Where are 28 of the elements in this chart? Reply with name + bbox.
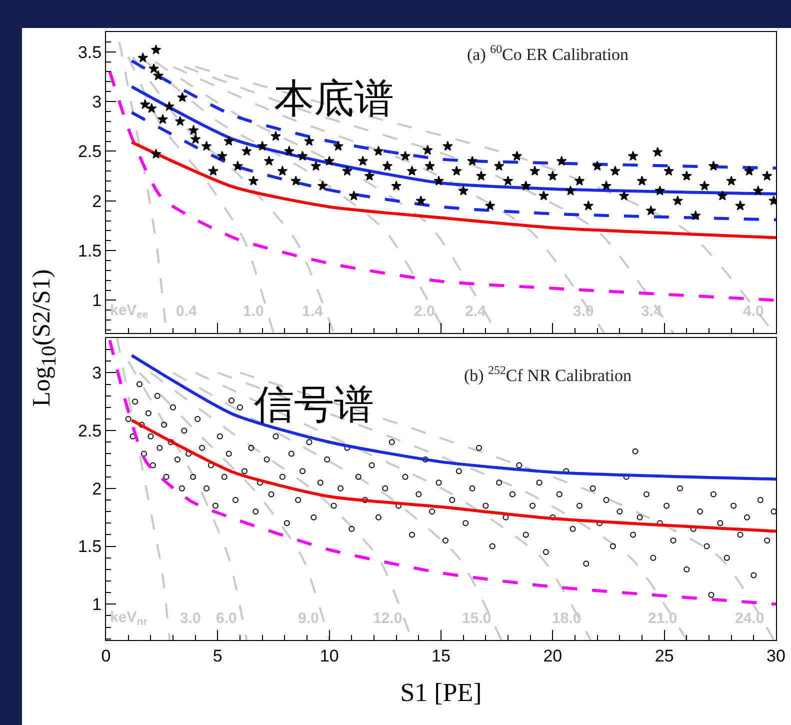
x-tick-label: 0 <box>101 646 111 666</box>
y-tick-label: 2.5 <box>78 142 102 162</box>
text: 本底谱 <box>274 76 394 122</box>
y-tick-label: 1.5 <box>78 537 102 556</box>
x-axis-title: S1 [PE] <box>400 678 482 708</box>
x-tick-label: 5 <box>212 646 222 666</box>
line-series <box>130 354 776 481</box>
line-series <box>108 70 776 302</box>
y-tick-label: 3 <box>92 364 102 383</box>
x-tick-label: 30 <box>766 646 786 666</box>
x-tick-label: 15 <box>432 646 450 666</box>
line-series <box>108 338 776 606</box>
y-tick-label: 1 <box>92 291 102 310</box>
line-series <box>130 140 776 240</box>
y-tick-label: 2.5 <box>78 422 102 441</box>
y-tick-label: 2 <box>92 192 102 211</box>
y-tick-label: 3.5 <box>78 42 102 62</box>
y-tick-label: 1 <box>92 595 102 614</box>
y-tick-label: 1.5 <box>78 242 102 260</box>
x-tick-label: 10 <box>320 646 339 666</box>
text: 信号谱 <box>254 382 374 428</box>
x-tick-label: 25 <box>654 646 674 666</box>
y-tick-label: 3 <box>92 92 102 112</box>
line-series <box>172 66 606 333</box>
text: (a) $^{60}$Co ER Calibration <box>467 42 630 64</box>
y-tick-label: 2 <box>92 479 102 498</box>
text: (b) $^{252}$Cf NR Calibration <box>464 363 632 386</box>
x-tick-label: 20 <box>543 646 562 666</box>
